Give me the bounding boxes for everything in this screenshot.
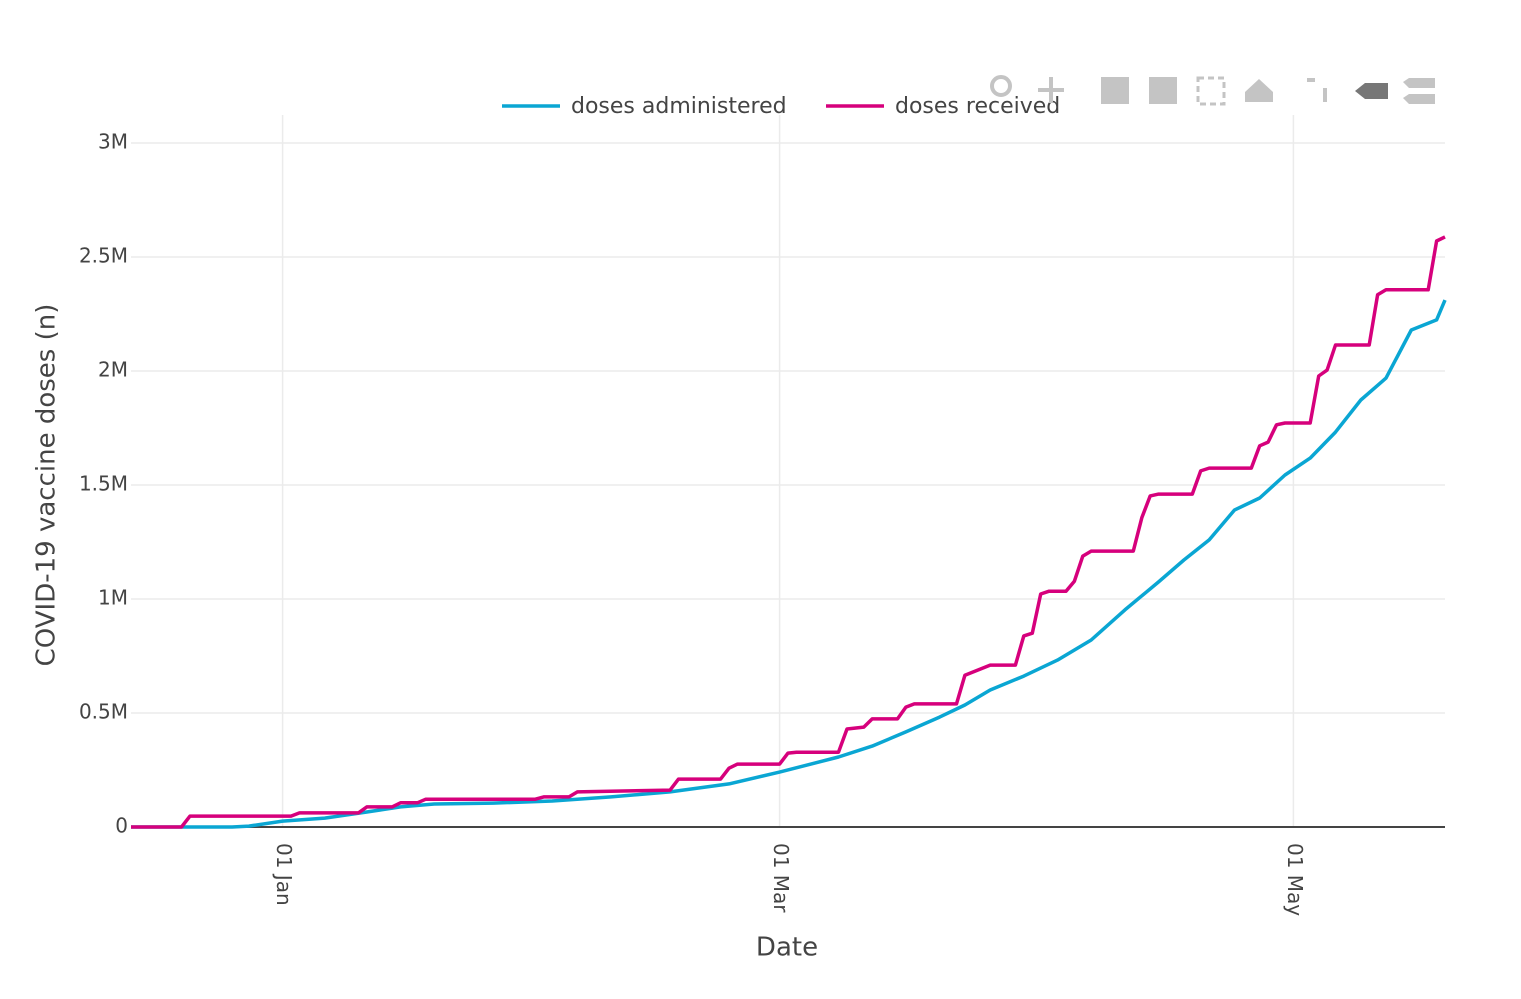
zoom-out-icon[interactable] [1149,77,1177,104]
y-tick-label: 2M [98,358,128,382]
legend-label: doses received [895,94,1060,119]
modebar[interactable] [990,75,1435,106]
zoom-icon[interactable] [990,75,1012,97]
y-tick-label: 0.5M [79,700,128,724]
y-axis-title: COVID-19 vaccine doses (n) [32,304,62,667]
spike-icon[interactable] [1307,78,1327,102]
y-tick-label: 1.5M [79,472,128,496]
y-tick-label: 2.5M [79,244,128,268]
zoom-in-icon[interactable] [1101,77,1129,104]
y-tick-label: 0 [115,814,128,838]
x-tick-label: 01 Mar [769,843,793,913]
hover-compare-icon[interactable] [1403,78,1435,104]
y-tick-label: 3M [98,130,128,154]
x-axis-title: Date [756,933,818,963]
data-line [131,235,1446,829]
x-tick-label: 01 Jan [272,843,296,906]
data-line [131,299,1447,829]
labels: 0 0.5M 1M 1.5M 2M 2.5M 3M 01 Jan 01 Mar 01 May dos… [79,94,1307,916]
legend-label: doses administered [571,94,787,119]
hover-closest-icon[interactable] [1355,83,1388,99]
y-tick-label: 1M [98,586,128,610]
pan-icon[interactable] [1038,77,1064,103]
reset-icon[interactable] [1245,79,1273,102]
plot-area [131,235,1447,829]
grid [131,115,1445,828]
autoscale-icon[interactable] [1196,76,1226,106]
x-tick-label: 01 May [1283,843,1307,916]
